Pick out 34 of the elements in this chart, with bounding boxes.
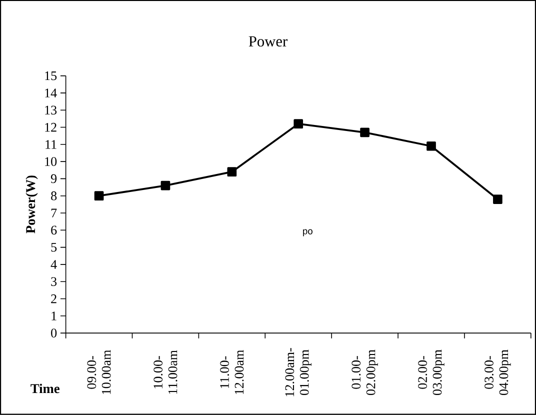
x-tick-label: 10.00-11.00am	[154, 350, 178, 394]
chart-title: Power	[248, 36, 288, 47]
y-tick-label: 6	[51, 226, 57, 235]
y-tick-label: 0	[51, 328, 57, 338]
x-tick-label: 09.00-10.00am	[87, 350, 111, 394]
point	[294, 119, 304, 129]
x-tick-label: 11.00-12.00am	[220, 350, 244, 394]
x-axis-title: Time	[30, 384, 60, 394]
y-tick-label: 5	[51, 243, 57, 252]
y-tick-label: 12	[45, 122, 56, 132]
x-tick-label: 02.00-03.00pm	[418, 350, 444, 396]
y-tick-label: 3	[51, 277, 57, 286]
point	[227, 167, 237, 177]
point	[94, 191, 104, 201]
x-tick-label: 03.00-04.00pm	[484, 350, 511, 396]
point	[360, 128, 370, 138]
point	[426, 142, 436, 151]
y-tick-label: 11	[46, 140, 56, 149]
y-tick-label: 1	[52, 312, 56, 320]
y-tick-label: 15	[45, 71, 57, 80]
y-tick-label: 13	[45, 106, 57, 115]
y-tick-label: 9	[50, 174, 57, 184]
y-tick-label: 8	[51, 192, 57, 200]
point	[493, 194, 502, 204]
annotation: po	[303, 229, 312, 236]
y-tick-label: 10	[45, 157, 57, 166]
y-tick-label: 14	[45, 88, 57, 98]
y-tick-label: 7	[51, 208, 57, 218]
y-axis-title: Power(W)	[26, 176, 38, 234]
point	[160, 180, 170, 190]
y-tick-label: 2	[51, 294, 56, 304]
x-tick-label: 01.00-02.00pm	[352, 350, 378, 396]
x-tick-label: 12.00am-01.00pm	[285, 348, 312, 396]
y-tick-label: 4	[50, 260, 57, 269]
